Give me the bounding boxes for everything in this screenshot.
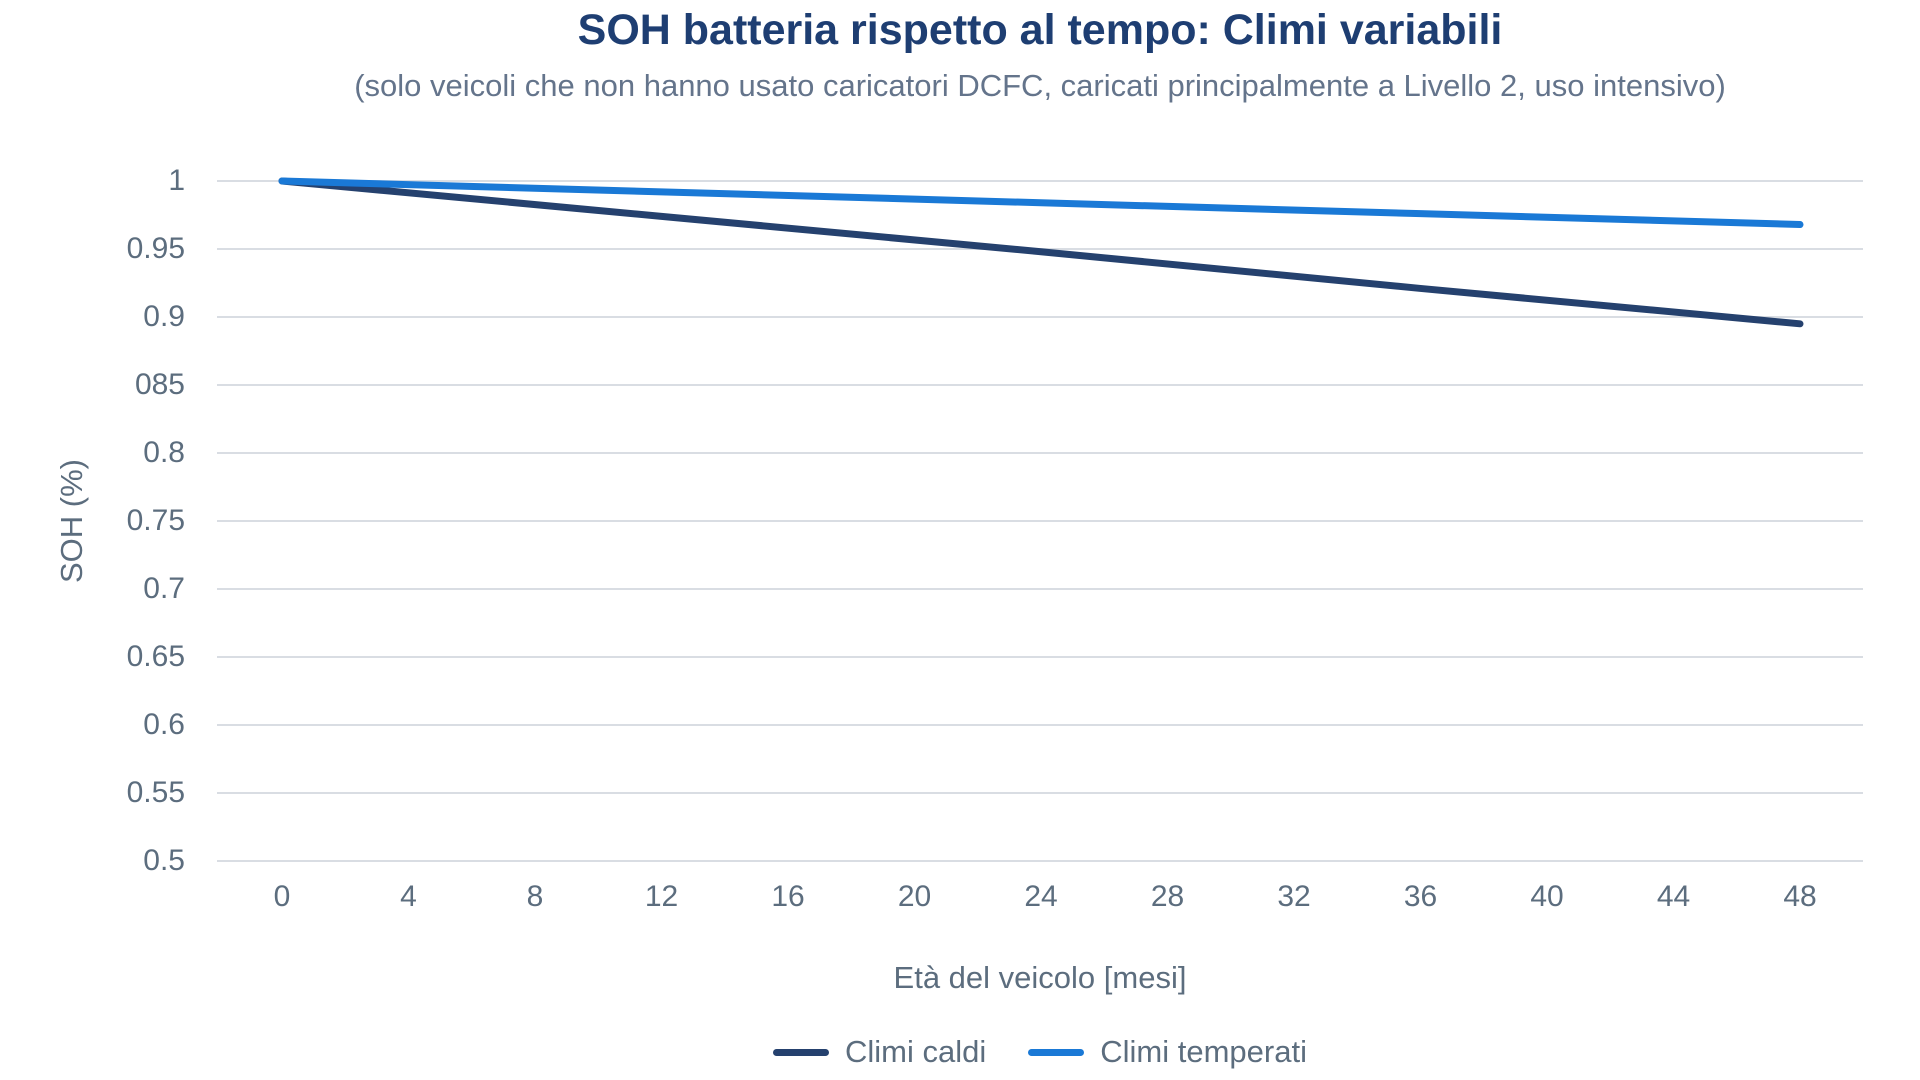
legend-line-swatch [773, 1048, 830, 1056]
x-tick-label: 8 [526, 880, 544, 913]
chart-legend: Climi caldi Climi temperati [217, 1034, 1863, 1070]
x-tick-label: 20 [897, 880, 932, 913]
chart-subtitle: (solo veicoli che non hanno usato carica… [354, 68, 1726, 103]
x-tick-label: 28 [1150, 880, 1185, 913]
legend-item-climi-temperati[interactable]: Climi temperati [1028, 1034, 1307, 1070]
y-tick-label: 085 [134, 368, 185, 401]
x-tick-label: 36 [1403, 880, 1438, 913]
series-line-climi-temperati[interactable] [278, 177, 1804, 229]
y-tick-label: 0.8 [143, 436, 185, 469]
x-tick-label: 48 [1783, 880, 1817, 913]
y-axis-title: SOH (%) [54, 459, 89, 583]
y-tick-label: 0.9 [143, 300, 185, 333]
series-line-climi-caldi[interactable] [278, 177, 1804, 328]
legend-line-swatch [1028, 1048, 1085, 1056]
chart-title: SOH batteria rispetto al tempo: Climi va… [577, 6, 1503, 54]
y-tick-label: 0.5 [143, 844, 185, 877]
x-tick-label: 0 [273, 880, 291, 913]
y-tick-label: 1 [168, 164, 185, 197]
y-tick-label: 0.95 [126, 232, 185, 265]
legend-label: Climi temperati [1100, 1034, 1307, 1069]
x-tick-label: 16 [771, 880, 805, 913]
legend-label: Climi caldi [845, 1034, 987, 1069]
y-tick-label: 0.7 [143, 572, 185, 605]
y-tick-label: 0.65 [126, 640, 185, 673]
x-tick-label: 40 [1530, 880, 1564, 913]
x-tick-label: 44 [1656, 880, 1691, 913]
y-tick-label: 0.6 [143, 708, 185, 741]
x-tick-label: 24 [1024, 880, 1058, 913]
y-tick-label: 0.55 [126, 776, 185, 809]
legend-item-climi-caldi[interactable]: Climi caldi [773, 1034, 986, 1070]
y-tick-label: 0.75 [126, 504, 185, 537]
x-tick-label: 12 [644, 880, 679, 913]
x-axis-title: Età del veicolo [mesi] [893, 960, 1187, 995]
x-tick-label: 32 [1277, 880, 1311, 913]
x-tick-label: 4 [400, 880, 417, 913]
